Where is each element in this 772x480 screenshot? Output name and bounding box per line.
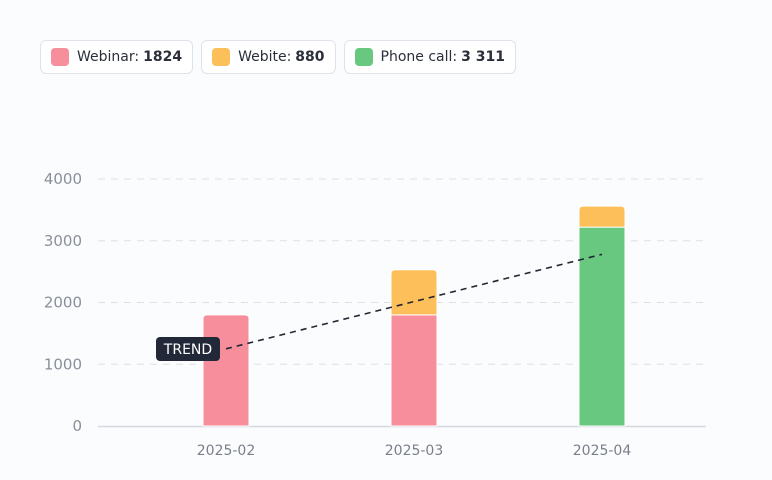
legend-value: 880	[295, 49, 325, 65]
legend-label: Webite:	[238, 49, 292, 65]
y-tick-label: 2000	[44, 294, 82, 312]
bar-segment	[390, 314, 438, 427]
bar-segment	[390, 269, 438, 316]
y-tick-label: 4000	[44, 170, 82, 188]
legend-label: Webinar:	[77, 49, 140, 65]
x-tick-label: 2025-02	[197, 443, 256, 459]
legend-swatch	[212, 48, 231, 66]
trend-line	[225, 253, 603, 350]
y-tick-label: 1000	[44, 355, 82, 373]
y-tick-label: 0	[72, 417, 82, 435]
legend-item[interactable]: Webinar: 1824	[40, 40, 194, 74]
x-tick-label: 2025-03	[385, 443, 444, 459]
bar-segment	[578, 226, 626, 427]
trend-label-bg	[156, 337, 220, 361]
legend: Webinar: 1824 Webite: 880 Phone call: 3 311	[40, 40, 516, 74]
legend-value: 3 311	[461, 49, 505, 65]
legend-swatch	[354, 48, 373, 66]
y-tick-label: 3000	[44, 232, 82, 250]
legend-label: Phone call:	[380, 49, 458, 65]
legend-swatch	[51, 48, 69, 66]
bar-segment	[202, 314, 250, 427]
legend-item[interactable]: Phone call: 3 311	[343, 40, 516, 74]
legend-item[interactable]: Webite: 880	[201, 40, 336, 74]
legend-value: 1824	[143, 49, 183, 65]
x-tick-label: 2025-04	[573, 443, 632, 459]
bar-segment	[578, 205, 626, 228]
trend-label: TREND	[163, 342, 212, 358]
